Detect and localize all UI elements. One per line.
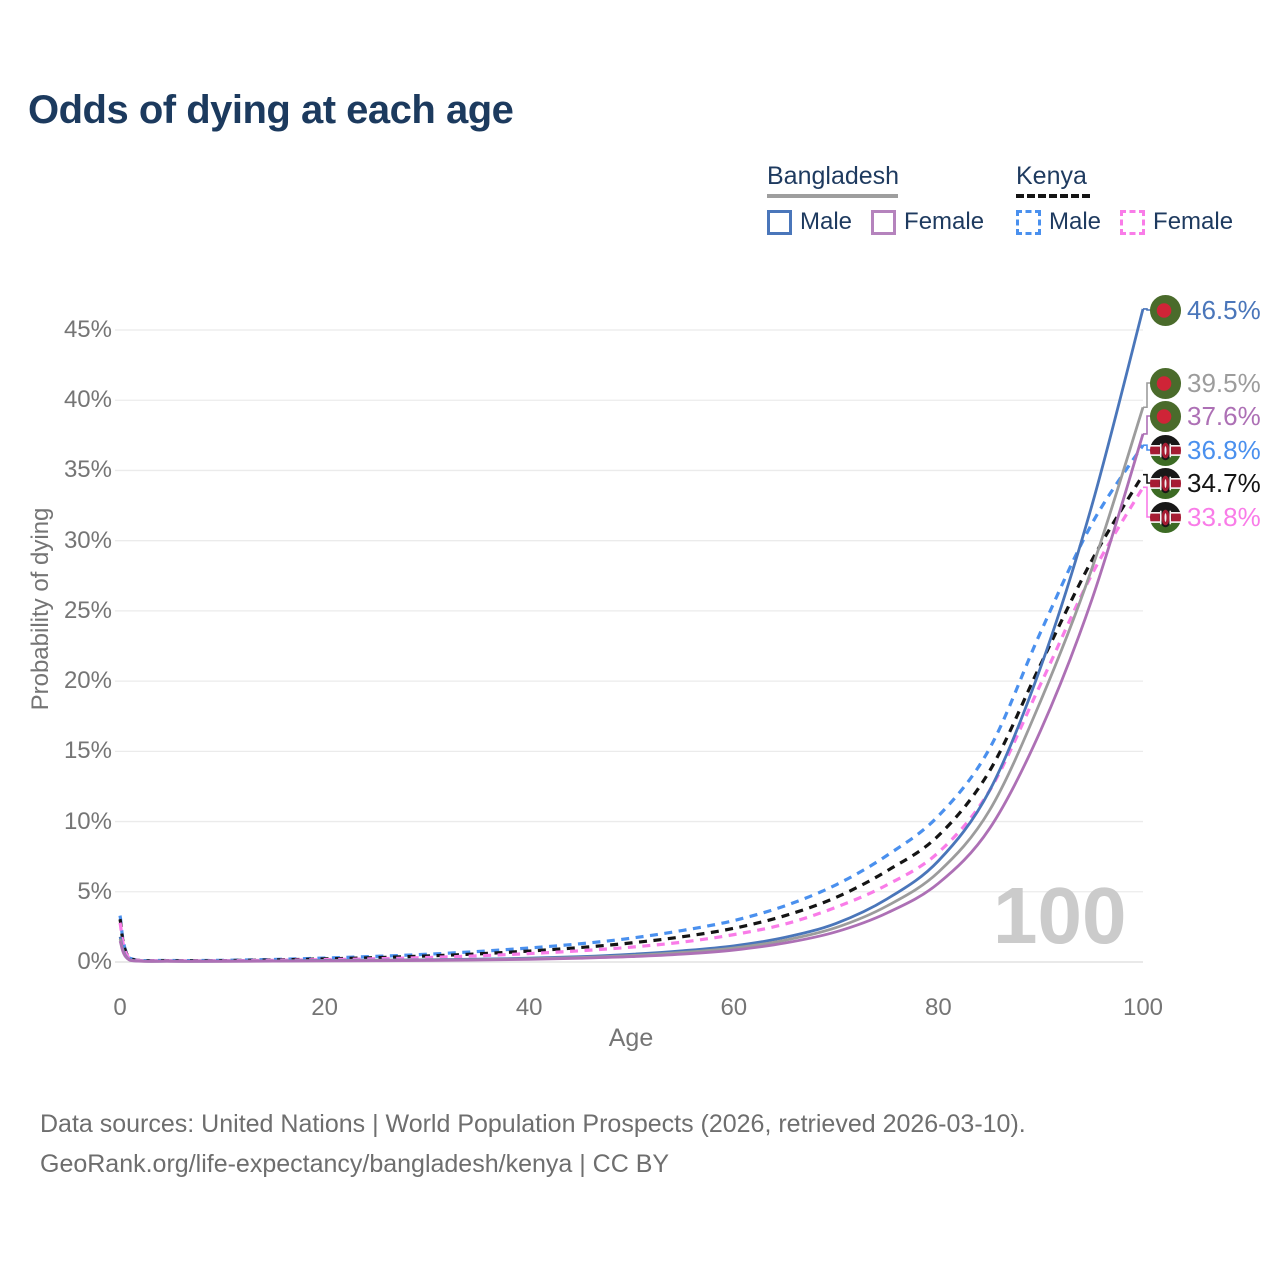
end-label-value: 46.5% (1187, 295, 1261, 325)
legend-header-bangladesh: Bangladesh (767, 162, 900, 190)
legend-item-bangladesh-male[interactable]: Male (767, 208, 852, 236)
end-label-value: 33.8% (1187, 502, 1261, 532)
legend-item-kenya-male[interactable]: Male (1016, 208, 1101, 236)
series-line-bangladesh-female (118, 433, 1145, 963)
end-label-bangladesh-all: 39.5% (1149, 366, 1261, 400)
chart-title: Odds of dying at each age (28, 88, 514, 132)
end-label-connector (1143, 444, 1151, 451)
kenya-flag-icon (1149, 434, 1182, 466)
y-tick-label: 40% (63, 386, 112, 414)
legend-item-kenya-female[interactable]: Female (1120, 208, 1233, 236)
end-label-value: 39.5% (1187, 368, 1261, 398)
series-line-bangladesh-male (118, 308, 1145, 963)
end-label-connector (1143, 382, 1151, 409)
series-line-kenya-male (118, 444, 1145, 963)
y-tick-label: 10% (63, 807, 112, 835)
end-label-connector (1143, 308, 1151, 311)
end-label-kenya-female: 33.8% (1149, 500, 1261, 534)
legend-group-bangladesh: Bangladesh Male Female (767, 162, 984, 236)
legend-swatch-kenya-male (1016, 209, 1041, 235)
series-line-bangladesh-all (118, 406, 1145, 963)
legend-label: Female (904, 208, 985, 235)
y-tick-label: 35% (63, 456, 112, 484)
legend-header-kenya: Kenya (1016, 162, 1087, 190)
legend-item-bangladesh-female[interactable]: Female (871, 208, 984, 236)
y-tick-label: 30% (63, 526, 112, 554)
footer-attribution: GeoRank.org/life-expectancy/bangladesh/k… (40, 1150, 670, 1178)
legend-label: Female (1153, 208, 1234, 235)
bangladesh-flag-icon (1149, 367, 1182, 399)
legend-swatch-bangladesh-female (871, 209, 897, 235)
end-label-kenya-all: 34.7% (1149, 466, 1261, 500)
y-tick-label: 45% (63, 316, 112, 344)
end-label-kenya-male: 36.8% (1149, 433, 1261, 467)
x-tick-label: 60 (720, 994, 748, 1021)
end-label-value: 36.8% (1187, 435, 1261, 465)
y-tick-label: 0% (77, 948, 112, 975)
x-tick-label: 100 (1122, 994, 1164, 1021)
y-tick-label: 20% (63, 667, 112, 695)
kenya-flag-icon (1149, 467, 1182, 499)
end-label-connector (1143, 473, 1151, 484)
y-tick-label: 5% (77, 877, 112, 905)
y-tick-label: 15% (63, 737, 112, 765)
end-label-bangladesh-male: 46.5% (1149, 293, 1261, 327)
footer-data-sources: Data sources: United Nations | World Pop… (40, 1110, 1026, 1138)
legend-label: Male (1049, 208, 1102, 235)
legend-underline-bangladesh-solid (767, 194, 898, 198)
legend-label: Male (800, 208, 853, 235)
series-line-kenya-all (118, 473, 1145, 963)
x-tick-label: 20 (311, 994, 338, 1021)
legend-swatch-bangladesh-male (767, 209, 792, 235)
x-tick-label: 0 (113, 994, 127, 1021)
end-label-value: 34.7% (1187, 468, 1261, 498)
footer: Data sources: United Nations | World Pop… (40, 1104, 1026, 1184)
x-axis-title: Age (608, 1024, 654, 1052)
end-label-connector (1143, 486, 1151, 518)
end-label-bangladesh-female: 37.6% (1149, 399, 1261, 433)
x-tick-label: 40 (515, 994, 543, 1021)
end-label-connector (1143, 415, 1151, 435)
legend-swatch-kenya-female (1120, 209, 1146, 235)
kenya-flag-icon (1149, 501, 1182, 533)
legend-underline-kenya-dashed (1016, 194, 1090, 198)
x-tick-label: 80 (925, 994, 952, 1021)
legend-group-kenya: Kenya Male Female (1016, 162, 1233, 236)
bangladesh-flag-icon (1149, 294, 1182, 326)
end-label-value: 37.6% (1187, 401, 1261, 431)
watermark-age-100: 100 (993, 871, 1126, 960)
bangladesh-flag-icon (1149, 400, 1182, 432)
y-tick-label: 25% (63, 596, 112, 624)
series-line-kenya-female (118, 486, 1145, 963)
